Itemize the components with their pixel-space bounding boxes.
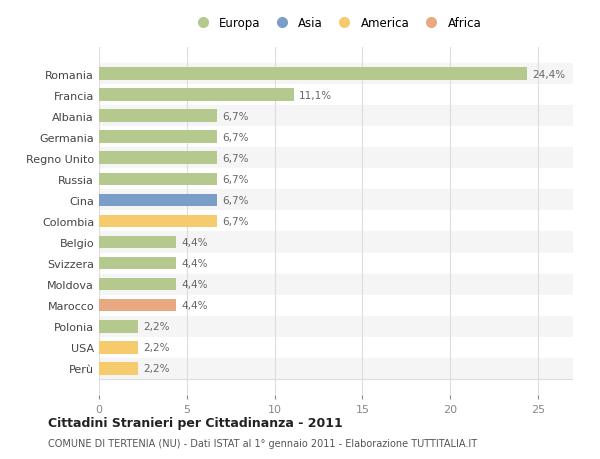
Bar	[99, 337, 573, 358]
Text: 11,1%: 11,1%	[299, 90, 332, 101]
Bar	[99, 89, 294, 102]
Bar	[99, 127, 573, 148]
Legend: Europa, Asia, America, Africa: Europa, Asia, America, Africa	[186, 12, 486, 35]
Bar	[99, 295, 573, 316]
Text: 6,7%: 6,7%	[222, 112, 248, 122]
Bar	[99, 232, 573, 253]
Text: 6,7%: 6,7%	[222, 153, 248, 163]
Text: COMUNE DI TERTENIA (NU) - Dati ISTAT al 1° gennaio 2011 - Elaborazione TUTTITALI: COMUNE DI TERTENIA (NU) - Dati ISTAT al …	[48, 438, 477, 448]
Bar	[99, 299, 176, 312]
Text: 2,2%: 2,2%	[143, 364, 169, 374]
Bar	[99, 320, 137, 333]
Text: 4,4%: 4,4%	[182, 301, 208, 310]
Bar	[99, 274, 573, 295]
Bar	[99, 68, 527, 81]
Text: 6,7%: 6,7%	[222, 217, 248, 226]
Bar	[99, 253, 573, 274]
Text: 4,4%: 4,4%	[182, 237, 208, 247]
Bar	[99, 152, 217, 165]
Text: Cittadini Stranieri per Cittadinanza - 2011: Cittadini Stranieri per Cittadinanza - 2…	[48, 416, 343, 429]
Bar	[99, 148, 573, 169]
Text: 24,4%: 24,4%	[533, 69, 566, 79]
Bar	[99, 215, 217, 228]
Bar	[99, 358, 573, 379]
Bar	[99, 341, 137, 354]
Bar	[99, 169, 573, 190]
Bar	[99, 85, 573, 106]
Bar	[99, 194, 217, 207]
Text: 2,2%: 2,2%	[143, 321, 169, 331]
Text: 2,2%: 2,2%	[143, 342, 169, 353]
Bar	[99, 173, 217, 186]
Text: 6,7%: 6,7%	[222, 133, 248, 142]
Bar	[99, 211, 573, 232]
Bar	[99, 278, 176, 291]
Text: 6,7%: 6,7%	[222, 196, 248, 206]
Bar	[99, 257, 176, 270]
Bar	[99, 190, 573, 211]
Bar	[99, 64, 573, 85]
Bar	[99, 236, 176, 249]
Bar	[99, 316, 573, 337]
Text: 6,7%: 6,7%	[222, 174, 248, 185]
Bar	[99, 362, 137, 375]
Text: 4,4%: 4,4%	[182, 280, 208, 290]
Bar	[99, 110, 217, 123]
Bar	[99, 131, 217, 144]
Bar	[99, 106, 573, 127]
Text: 4,4%: 4,4%	[182, 258, 208, 269]
